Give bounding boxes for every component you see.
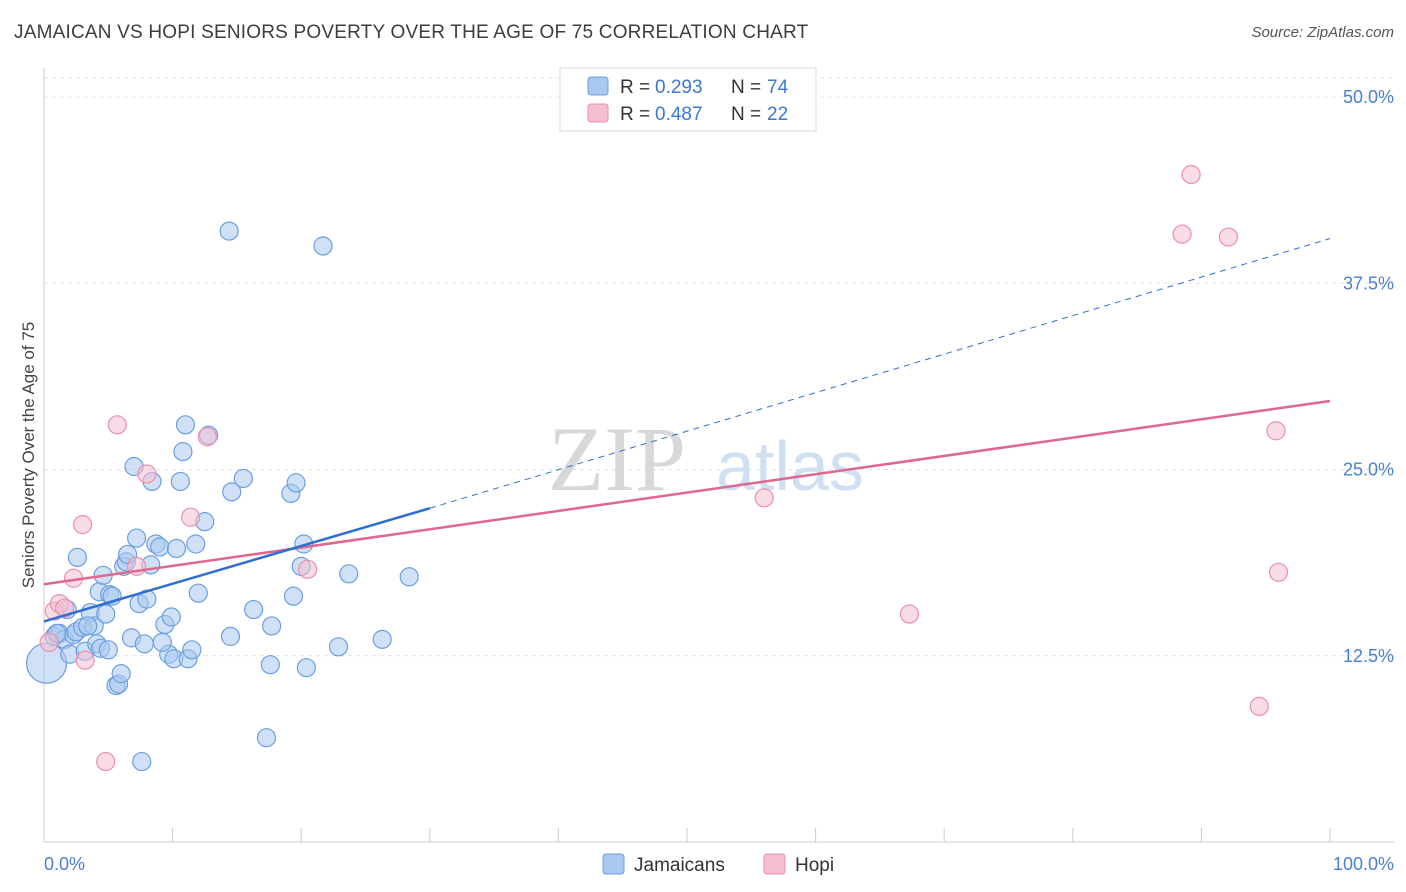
jamaicans-point [244, 599, 264, 620]
x-tick-max: 100.0% [1333, 854, 1394, 874]
hopi-point [54, 598, 75, 618]
hopi-trend-line [43, 399, 1331, 586]
bottom-legend-swatch-jamaicans [602, 853, 625, 875]
hopi-point [181, 507, 201, 527]
jamaicans-point [296, 658, 316, 678]
jamaicans-point [256, 728, 277, 748]
hopi-point [39, 632, 59, 652]
jamaicans-point [96, 604, 116, 624]
jamaicans-point [186, 534, 206, 554]
jamaicans-point [399, 567, 419, 587]
bottom-legend: Jamaicans Hopi [602, 853, 834, 876]
legend-n-value-jamaicans: 74 [767, 77, 789, 98]
jamaicans-point [126, 528, 147, 548]
y-tick-label-0: 12.5% [1343, 646, 1394, 666]
y-axis-label: Seniors Poverty Over the Age of 75 [19, 322, 38, 588]
watermark-atlas: atlas [716, 427, 864, 505]
source-label: Source: ZipAtlas.com [1251, 24, 1394, 41]
jamaicans-point [219, 221, 239, 241]
jamaicans-point [283, 586, 304, 606]
jamaicans-point [173, 442, 193, 462]
jamaicans-point [286, 473, 306, 493]
hopi-point [1172, 224, 1192, 244]
hopi-point [1218, 227, 1239, 247]
legend-r-value-jamaicans: 0.293 [655, 77, 703, 98]
legend-n-value-hopi: 22 [767, 104, 788, 125]
hopi-point [1266, 421, 1286, 441]
hopi-point [72, 515, 93, 535]
hopi-point [298, 559, 318, 579]
bottom-legend-swatch-hopi [763, 853, 786, 875]
jamaicans-points [25, 221, 419, 772]
y-tick-label-3: 50.0% [1343, 87, 1394, 107]
jamaicans-point [188, 583, 208, 603]
chart-title: JAMAICAN VS HOPI SENIORS POVERTY OVER TH… [14, 22, 809, 43]
legend-r-label-hopi: R = [620, 104, 650, 125]
hopi-point [1249, 696, 1269, 717]
legend-r-value-hopi: 0.487 [655, 104, 703, 125]
grid-lines [44, 77, 1394, 657]
jamaicans-point [152, 632, 172, 652]
jamaicans-point [233, 468, 253, 489]
jamaicans-point [132, 751, 152, 772]
bottom-legend-hopi: Hopi [795, 855, 834, 876]
legend-r-label-jamaicans: R = [620, 77, 650, 98]
hopi-point [197, 427, 217, 447]
hopi-point [137, 464, 157, 484]
watermark-zip: ZIP [548, 408, 686, 510]
y-tick-labels: 12.5% 25.0% 37.5% 50.0% [1343, 87, 1394, 666]
jamaicans-point [222, 482, 242, 502]
y-tick-label-2: 37.5% [1343, 273, 1394, 293]
hopi-point [1268, 562, 1289, 582]
legend-n-label-jamaicans: N = [731, 77, 761, 98]
jamaicans-point [372, 629, 392, 649]
jamaicans-point [161, 607, 181, 627]
jamaicans-point [313, 236, 333, 256]
hopi-point [1181, 164, 1201, 185]
jamaicans-point [170, 471, 190, 492]
jamaicans-point [98, 640, 118, 660]
legend-n-label-hopi: N = [731, 104, 761, 125]
jamaicans-trend-line-extrapolated [429, 238, 1331, 509]
jamaicans-trend-line [43, 507, 431, 623]
jamaicans-point [78, 616, 98, 636]
jamaicans-point [182, 640, 202, 660]
jamaicans-point [339, 564, 359, 584]
axes [43, 68, 1394, 843]
hopi-point [96, 751, 116, 772]
jamaicans-point [175, 415, 196, 435]
jamaicans-point [150, 537, 170, 557]
legend-swatch-hopi [587, 103, 609, 123]
jamaicans-point [328, 637, 349, 657]
hopi-point [899, 604, 920, 624]
jamaicans-point [111, 664, 131, 684]
jamaicans-point [166, 538, 187, 559]
jamaicans-point [260, 655, 280, 675]
hopi-point [754, 488, 774, 508]
jamaicans-point [134, 634, 154, 654]
trend-lines [43, 238, 1331, 623]
jamaicans-point [67, 547, 88, 568]
x-tick-min: 0.0% [44, 854, 85, 874]
hopi-point [75, 650, 95, 670]
bottom-legend-jamaicans: Jamaicans [634, 855, 725, 876]
hopi-point [107, 415, 127, 435]
hopi-points [39, 164, 1289, 772]
y-tick-label-1: 25.0% [1343, 460, 1394, 480]
jamaicans-point [220, 626, 241, 646]
legend: R = 0.293 N = 74 R = 0.487 N = 22 [559, 67, 817, 132]
watermark: ZIP atlas [548, 408, 864, 510]
legend-swatch-jamaicans [587, 76, 609, 96]
jamaicans-point [262, 616, 282, 636]
